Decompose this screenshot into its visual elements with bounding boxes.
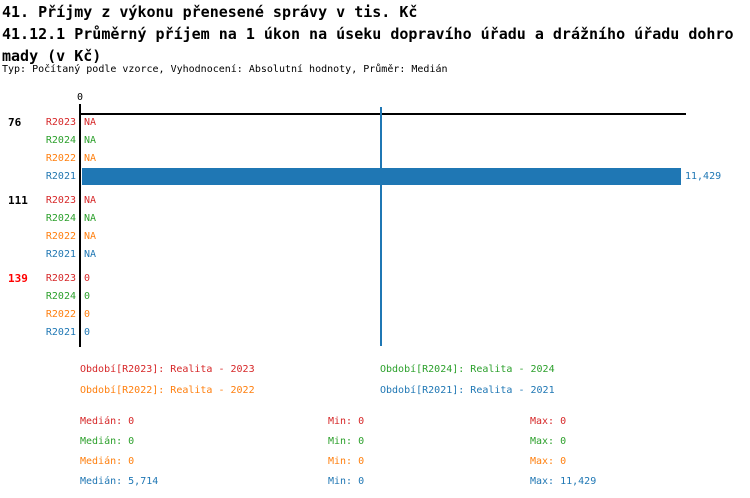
min-cell-r2021: Min: 0 [328,476,365,487]
axis-zero-tick-label: 0 [76,92,84,103]
value-label: NA [84,195,97,206]
max-cell-r2021: Max: 11,429 [530,476,597,487]
series-label-r2023: R2023 [45,195,76,206]
max-cell-r2022: Max: 0 [530,456,567,467]
median-cell-r2022: Medián: 0 [80,456,135,467]
value-label: NA [84,135,97,146]
legend-item-r2022: Období[R2022]: Realita - 2022 [80,385,255,396]
series-label-r2024: R2024 [45,291,76,302]
group-label-76: 76 [8,116,22,129]
group-label-111: 111 [8,194,28,207]
series-label-r2024: R2024 [45,135,76,146]
value-label: NA [84,213,97,224]
group-label-139: 139 [8,272,28,285]
metric-title-line1: 41.12.1 Průměrný příjem na 1 úkon na úse… [2,25,734,43]
series-label-r2022: R2022 [45,231,76,242]
metric-meta-text: Typ: Počítaný podle vzorce, Vyhodnocení:… [2,64,448,75]
y-axis-line [79,104,81,347]
value-bar-r2021 [82,168,681,185]
median-cell-r2023: Medián: 0 [80,416,135,427]
value-label: NA [84,249,97,260]
min-cell-r2022: Min: 0 [328,456,365,467]
value-label: 0 [84,327,91,338]
value-label: 0 [84,273,91,284]
median-cell-r2021: Medián: 5,714 [80,476,159,487]
series-label-r2022: R2022 [45,153,76,164]
report-title: 41. Příjmy z výkonu přenesené správy v t… [2,3,418,21]
min-cell-r2023: Min: 0 [328,416,365,427]
series-label-r2024: R2024 [45,213,76,224]
metric-title-line2: mady (v Kč) [2,47,102,65]
legend-item-r2023: Období[R2023]: Realita - 2023 [80,364,255,375]
series-label-r2023: R2023 [45,117,76,128]
legend-item-r2021: Období[R2021]: Realita - 2021 [380,385,555,396]
value-label: NA [84,231,97,242]
value-label: NA [84,117,97,128]
series-label-r2021: R2021 [45,327,76,338]
value-label: 0 [84,309,91,320]
min-cell-r2024: Min: 0 [328,436,365,447]
legend-item-r2024: Období[R2024]: Realita - 2024 [380,364,555,375]
max-cell-r2023: Max: 0 [530,416,567,427]
series-label-r2021: R2021 [45,249,76,260]
x-axis-line [80,113,686,115]
series-label-r2023: R2023 [45,273,76,284]
value-label: 0 [84,291,91,302]
series-label-r2022: R2022 [45,309,76,320]
value-label: NA [84,153,97,164]
bar-value-label: 11,429 [685,171,722,182]
median-marker-line [380,107,382,346]
max-cell-r2024: Max: 0 [530,436,567,447]
series-label-r2021: R2021 [45,171,76,182]
median-cell-r2024: Medián: 0 [80,436,135,447]
